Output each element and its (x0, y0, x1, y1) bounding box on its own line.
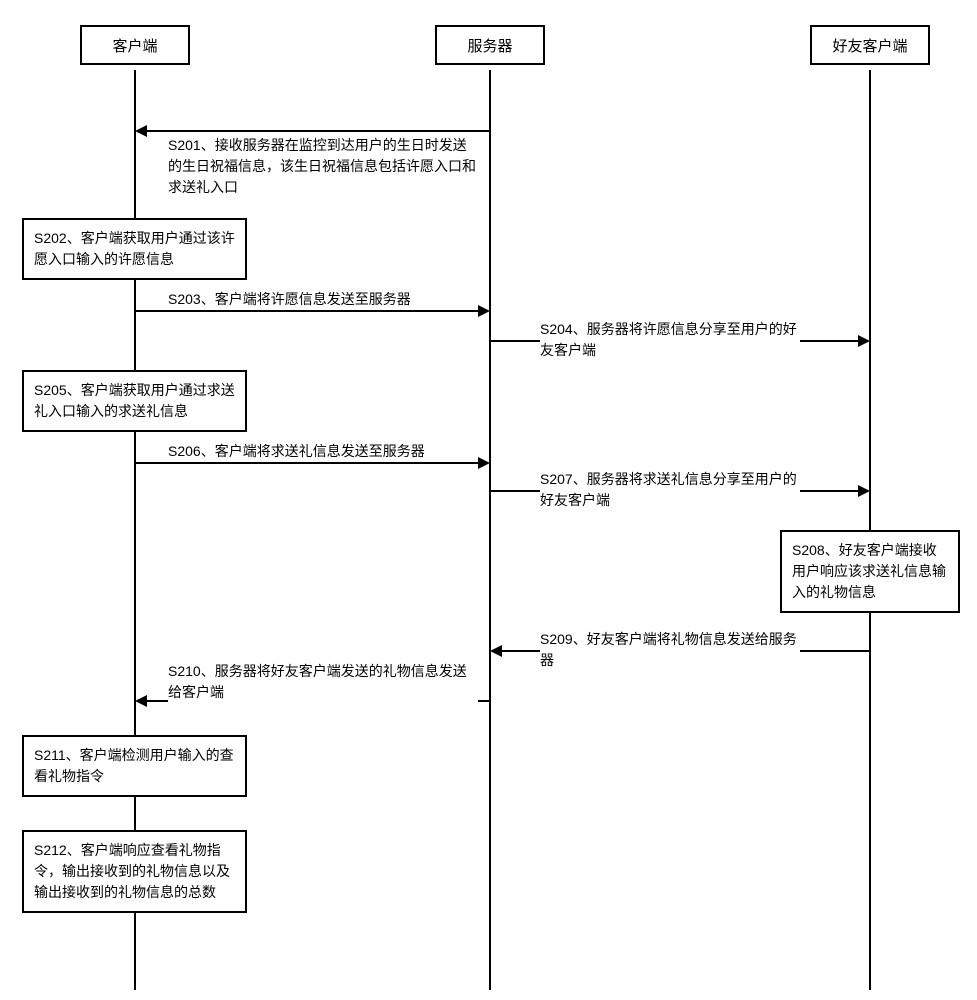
box-s211: S211、客户端检测用户输入的查看礼物指令 (22, 735, 247, 797)
arrow-s209-head (490, 645, 502, 657)
arrow-s201-head (135, 125, 147, 137)
participant-client-label: 客户端 (112, 35, 157, 56)
arrow-s201 (146, 130, 490, 132)
box-s208: S208、好友客户端接收用户响应该求送礼信息输入的礼物信息 (780, 530, 960, 613)
box-s202: S202、客户端获取用户通过该许愿入口输入的许愿信息 (22, 218, 247, 280)
arrow-s207-head (858, 485, 870, 497)
participant-friend: 好友客户端 (810, 25, 930, 65)
box-s208-text: S208、好友客户端接收用户响应该求送礼信息输入的礼物信息 (792, 542, 946, 600)
arrow-s210-head (135, 695, 147, 707)
participant-client: 客户端 (80, 25, 190, 65)
box-s205: S205、客户端获取用户通过求送礼入口输入的求送礼信息 (22, 370, 247, 432)
msg-s210: S210、服务器将好友客户端发送的礼物信息发送给客户端 (168, 661, 478, 703)
msg-s203: S203、客户端将许愿信息发送至服务器 (168, 289, 478, 310)
box-s212-text: S212、客户端响应查看礼物指令，输出接收到的礼物信息以及输出接收到的礼物信息的… (34, 842, 230, 900)
participant-server-label: 服务器 (467, 35, 512, 56)
msg-s201: S201、接收服务器在监控到达用户的生日时发送的生日祝福信息，该生日祝福信息包括… (168, 135, 478, 198)
box-s205-text: S205、客户端获取用户通过求送礼入口输入的求送礼信息 (34, 382, 235, 419)
lifeline-server (489, 70, 491, 990)
arrow-s206-head (478, 457, 490, 469)
box-s212: S212、客户端响应查看礼物指令，输出接收到的礼物信息以及输出接收到的礼物信息的… (22, 830, 247, 913)
box-s202-text: S202、客户端获取用户通过该许愿入口输入的许愿信息 (34, 230, 235, 267)
msg-s206: S206、客户端将求送礼信息发送至服务器 (168, 441, 478, 462)
arrow-s206 (135, 462, 479, 464)
arrow-s203-head (478, 305, 490, 317)
msg-s209: S209、好友客户端将礼物信息发送给服务器 (540, 629, 800, 671)
participant-server: 服务器 (435, 25, 545, 65)
arrow-s204-head (858, 335, 870, 347)
msg-s204: S204、服务器将许愿信息分享至用户的好友客户端 (540, 319, 800, 361)
arrow-s203 (135, 310, 479, 312)
box-s211-text: S211、客户端检测用户输入的查看礼物指令 (34, 747, 234, 784)
participant-friend-label: 好友客户端 (832, 35, 907, 56)
msg-s207: S207、服务器将求送礼信息分享至用户的好友客户端 (540, 469, 800, 511)
